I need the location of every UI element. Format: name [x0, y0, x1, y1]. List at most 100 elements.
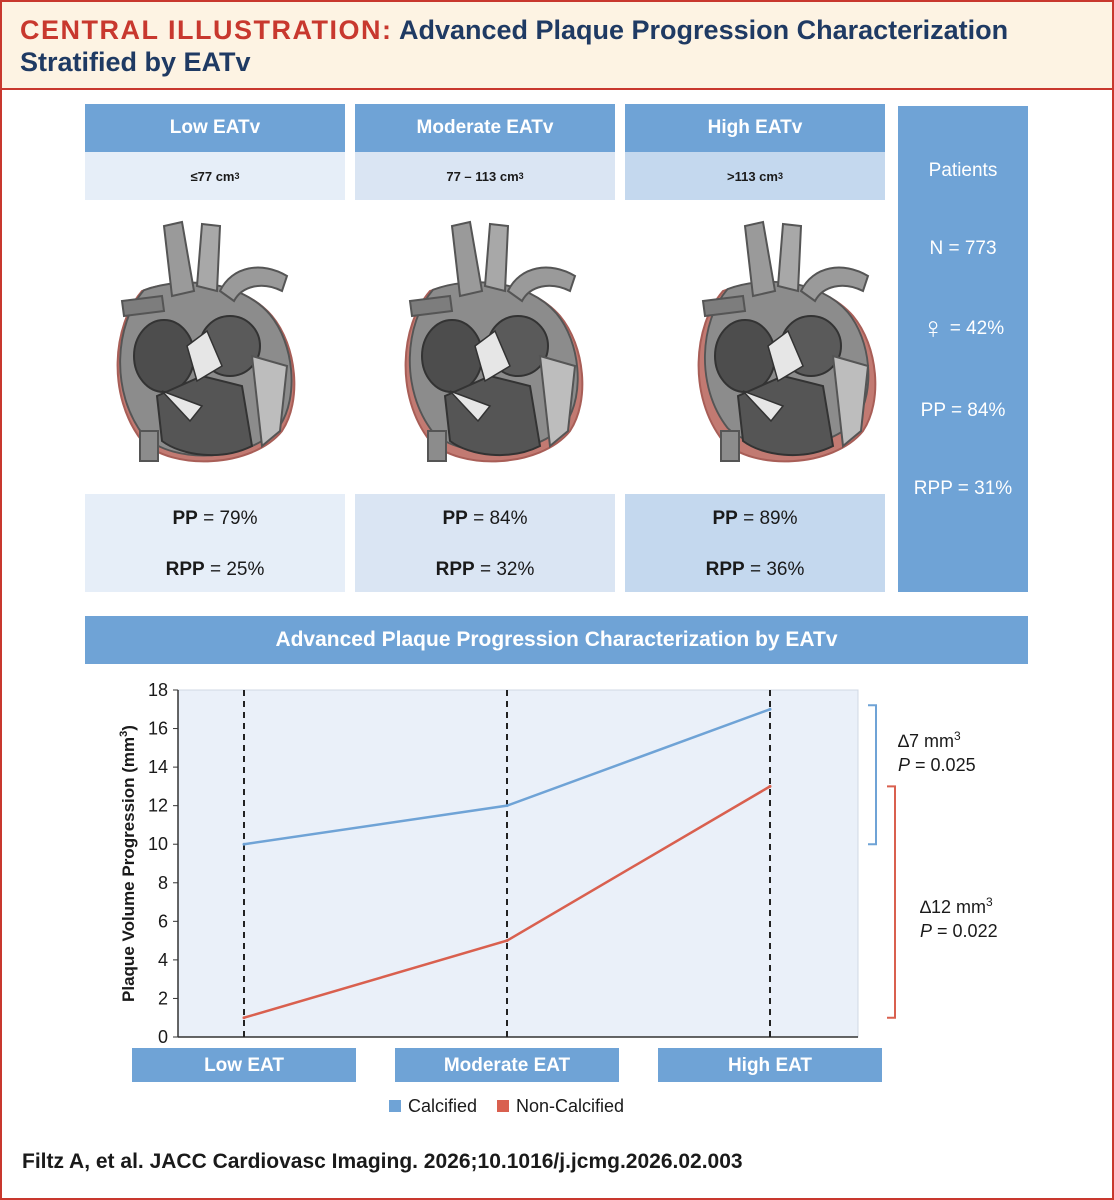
- chamber: [155, 374, 254, 457]
- stats-low: PP = 79% RPP = 25%: [85, 494, 345, 592]
- annotation-calcified: ∆7 mm3 P = 0.025: [898, 724, 976, 777]
- chamber: [714, 319, 776, 393]
- y-tick-label: 2: [158, 988, 168, 1008]
- plot-area: [177, 689, 859, 1038]
- vessel: [776, 222, 803, 293]
- p-value: = 0.025: [915, 755, 976, 775]
- range-text: 77 – 113 cm: [446, 168, 519, 184]
- vessel: [408, 294, 454, 318]
- legend-label: Calcified: [408, 1096, 477, 1116]
- chamber: [443, 374, 542, 457]
- y-tick-label: 6: [158, 911, 168, 931]
- pp-stat: PP = 89%: [625, 508, 885, 530]
- x-category-label: Moderate EAT: [444, 1055, 571, 1076]
- valve: [474, 329, 511, 383]
- chamber: [133, 319, 195, 393]
- pp-value: = 84%: [473, 508, 528, 529]
- delta-sup: 3: [986, 895, 993, 909]
- rpp-value: = 25%: [209, 559, 265, 580]
- y-tick-label: 8: [158, 873, 168, 893]
- chamber: [736, 374, 835, 457]
- data-point: [768, 784, 772, 788]
- y-tick-label: 4: [158, 950, 168, 970]
- legend-swatch: [389, 1100, 401, 1112]
- pp-stat: PP = 84%: [355, 508, 615, 530]
- data-point: [505, 804, 509, 808]
- group-header-moderate: Moderate EATv: [355, 104, 615, 152]
- stats-moderate: PP = 84% RPP = 32%: [355, 494, 615, 592]
- valve: [742, 390, 785, 423]
- p-label: P: [898, 755, 911, 775]
- chamber: [421, 319, 483, 393]
- data-point: [505, 939, 509, 943]
- vessel: [701, 294, 747, 318]
- vessel: [120, 294, 166, 318]
- delta-sup: 3: [954, 729, 961, 743]
- vessel: [799, 266, 870, 303]
- category-box: [132, 1048, 356, 1082]
- header: CENTRAL ILLUSTRATION: Advanced Plaque Pr…: [2, 2, 1112, 90]
- category-box: [658, 1048, 882, 1082]
- data-point: [242, 1016, 246, 1020]
- y-tick-label: 16: [148, 719, 168, 739]
- significance-bracket: [887, 785, 896, 1019]
- header-title: CENTRAL ILLUSTRATION: Advanced Plaque Pr…: [20, 14, 1100, 78]
- group-header-high: High EATv: [625, 104, 885, 152]
- group-range-moderate: 77 – 113 cm 3: [355, 152, 615, 200]
- vessel: [195, 222, 222, 293]
- stats-high: PP = 89% RPP = 36%: [625, 494, 885, 592]
- patients-n: N = 773: [929, 238, 997, 259]
- line-chart: 0 2 4 6 8 10 12 14 16 18 Plaque Volume Progression…: [118, 680, 896, 1116]
- range-unit-sup: 3: [234, 171, 240, 181]
- legend-swatch: [497, 1100, 509, 1112]
- pp-value: = 89%: [743, 508, 798, 529]
- heart-low-icon: [116, 220, 296, 463]
- rpp-value: = 36%: [749, 559, 805, 580]
- header-title-text: Advanced Plaque Progression Characteriza…: [20, 15, 1009, 77]
- rpp-label: RPP: [435, 559, 475, 580]
- data-point: [242, 842, 246, 846]
- rpp-stat: RPP = 32%: [355, 559, 615, 581]
- ventricle-wall: [538, 354, 577, 448]
- delta-text: ∆7 mm: [898, 731, 955, 751]
- rpp-stat: RPP = 36%: [625, 559, 885, 581]
- ventricle-wall: [831, 354, 870, 448]
- y-tick-label: 12: [148, 796, 168, 816]
- delta-text: ∆12 mm: [920, 897, 987, 917]
- patients-panel: Patients N = 773 ♀ = 42% PP = 84% RPP = …: [898, 106, 1028, 592]
- header-label: CENTRAL ILLUSTRATION:: [20, 15, 393, 45]
- patients-title: Patients: [928, 160, 998, 181]
- y-tick-label: 18: [148, 680, 168, 700]
- y-axis-label: Plaque Volume Progression (mm3): [118, 725, 138, 1002]
- x-category-label: High EAT: [728, 1055, 812, 1076]
- p-label: P: [920, 921, 933, 941]
- annotation-delta: ∆7 mm3: [898, 724, 976, 753]
- vessel: [139, 430, 159, 462]
- patients-female: ♀ = 42%: [898, 312, 1028, 346]
- heart-moderate-icon: [404, 220, 584, 463]
- valve: [449, 390, 492, 423]
- pp-label: PP: [442, 508, 468, 529]
- vessel: [218, 266, 289, 303]
- range-unit-sup: 3: [777, 171, 783, 181]
- y-tick-label: 14: [148, 757, 168, 777]
- group-header-low: Low EATv: [85, 104, 345, 152]
- vessel: [483, 222, 510, 293]
- rpp-label: RPP: [705, 559, 745, 580]
- vessel: [427, 430, 447, 462]
- range-text: ≤77 cm: [190, 168, 235, 184]
- ventricle-wall: [250, 354, 289, 448]
- x-category-label: Low EAT: [204, 1055, 284, 1076]
- vessel: [506, 266, 577, 303]
- rpp-stat: RPP = 25%: [85, 559, 345, 581]
- valve: [186, 329, 223, 383]
- valve: [767, 329, 804, 383]
- vessel: [720, 430, 740, 462]
- group-range-high: >113 cm 3: [625, 152, 885, 200]
- data-point: [768, 707, 772, 711]
- y-tick-label: 10: [148, 834, 168, 854]
- annotation-delta: ∆12 mm3: [920, 890, 998, 919]
- annotation-noncalcified: ∆12 mm3 P = 0.022: [920, 890, 998, 943]
- citation-footer: Filtz A, et al. JACC Cardiovasc Imaging.…: [22, 1150, 743, 1173]
